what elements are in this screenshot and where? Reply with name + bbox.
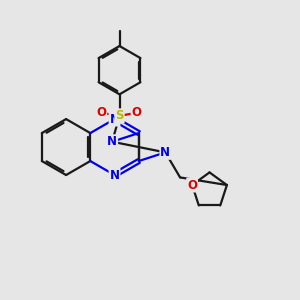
Text: N: N <box>110 112 119 126</box>
Text: O: O <box>132 106 142 119</box>
Text: S: S <box>115 109 124 122</box>
Text: N: N <box>110 169 119 182</box>
Text: N: N <box>160 146 170 159</box>
Text: O: O <box>96 106 106 119</box>
Text: O: O <box>187 178 197 191</box>
Text: N: N <box>107 135 117 148</box>
